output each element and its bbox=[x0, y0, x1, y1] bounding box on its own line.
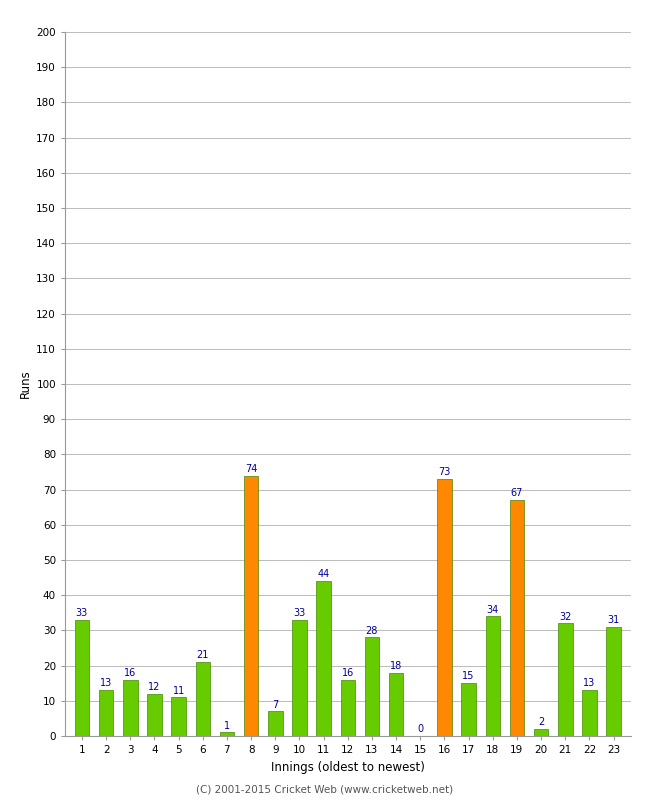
Bar bbox=[558, 623, 573, 736]
Text: 7: 7 bbox=[272, 699, 278, 710]
Text: 34: 34 bbox=[487, 605, 499, 614]
Bar bbox=[172, 698, 186, 736]
Text: 0: 0 bbox=[417, 724, 423, 734]
Bar bbox=[389, 673, 404, 736]
Bar bbox=[534, 729, 549, 736]
Bar bbox=[123, 680, 138, 736]
Bar bbox=[341, 680, 355, 736]
Text: 15: 15 bbox=[462, 671, 474, 682]
Bar bbox=[486, 616, 500, 736]
Text: 33: 33 bbox=[76, 608, 88, 618]
Bar bbox=[582, 690, 597, 736]
Bar bbox=[437, 479, 452, 736]
Text: 13: 13 bbox=[583, 678, 595, 689]
Text: 33: 33 bbox=[293, 608, 306, 618]
Text: 12: 12 bbox=[148, 682, 161, 692]
Text: 31: 31 bbox=[608, 615, 619, 625]
Text: 13: 13 bbox=[100, 678, 112, 689]
Text: 18: 18 bbox=[390, 661, 402, 671]
Y-axis label: Runs: Runs bbox=[19, 370, 32, 398]
Bar bbox=[196, 662, 210, 736]
Bar bbox=[292, 620, 307, 736]
X-axis label: Innings (oldest to newest): Innings (oldest to newest) bbox=[271, 761, 424, 774]
Bar bbox=[462, 683, 476, 736]
Text: (C) 2001-2015 Cricket Web (www.cricketweb.net): (C) 2001-2015 Cricket Web (www.cricketwe… bbox=[196, 784, 454, 794]
Text: 21: 21 bbox=[196, 650, 209, 660]
Text: 16: 16 bbox=[342, 668, 354, 678]
Text: 11: 11 bbox=[172, 686, 185, 695]
Text: 44: 44 bbox=[317, 570, 330, 579]
Bar bbox=[75, 620, 89, 736]
Text: 73: 73 bbox=[438, 467, 450, 478]
Text: 32: 32 bbox=[559, 611, 571, 622]
Text: 1: 1 bbox=[224, 721, 230, 730]
Text: 16: 16 bbox=[124, 668, 136, 678]
Bar bbox=[147, 694, 162, 736]
Bar bbox=[244, 475, 258, 736]
Text: 74: 74 bbox=[245, 464, 257, 474]
Text: 2: 2 bbox=[538, 717, 544, 727]
Bar bbox=[365, 638, 379, 736]
Bar bbox=[99, 690, 113, 736]
Text: 67: 67 bbox=[511, 488, 523, 498]
Text: 28: 28 bbox=[366, 626, 378, 636]
Bar bbox=[317, 581, 331, 736]
Bar bbox=[510, 500, 524, 736]
Bar bbox=[268, 711, 283, 736]
Bar bbox=[606, 627, 621, 736]
Bar bbox=[220, 733, 234, 736]
